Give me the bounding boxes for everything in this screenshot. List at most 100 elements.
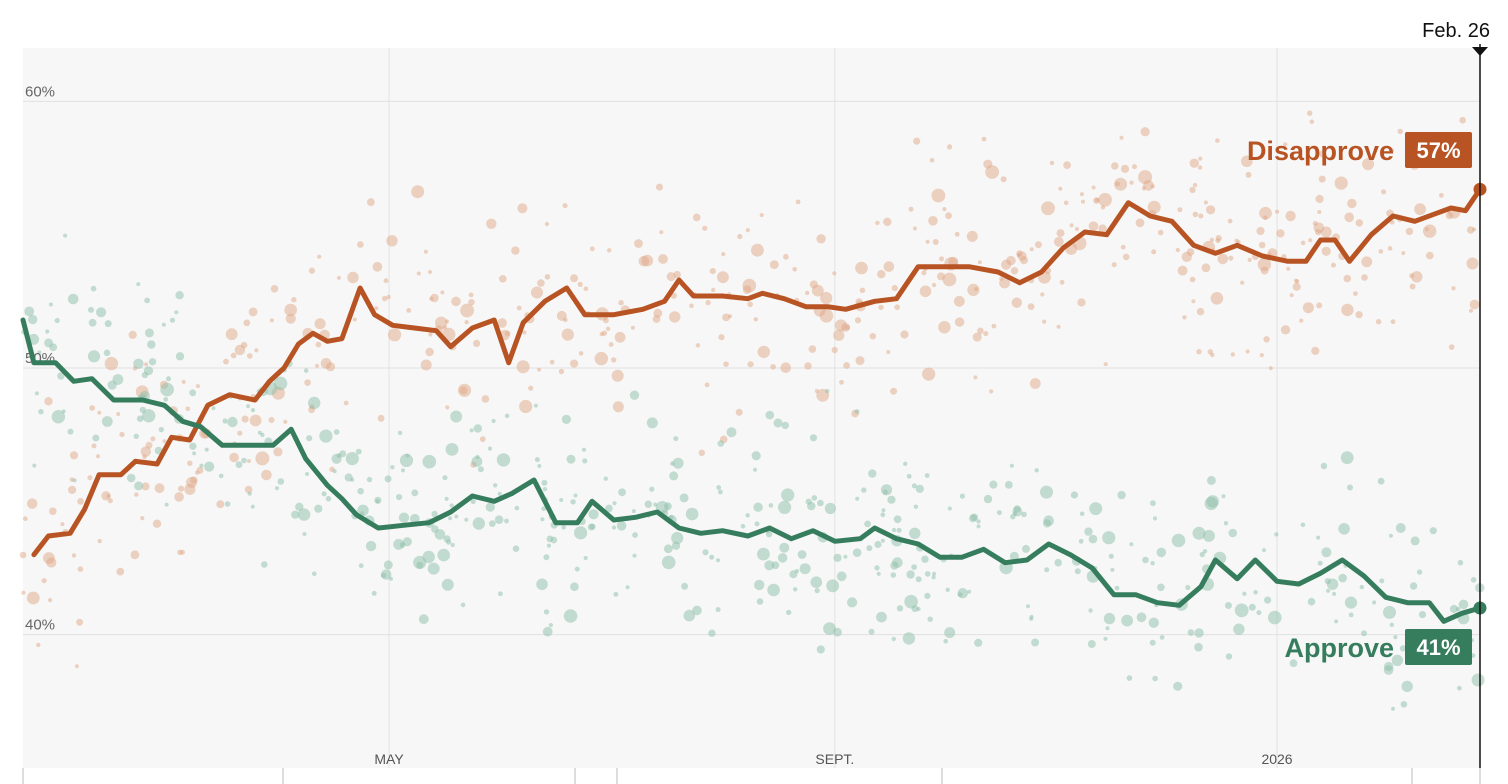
poll-dot (945, 587, 950, 592)
poll-dot (1150, 561, 1155, 566)
poll-dot (411, 489, 419, 497)
poll-dot (880, 538, 885, 543)
poll-dot (1021, 511, 1027, 518)
poll-dot (283, 419, 288, 424)
poll-dot (442, 475, 448, 481)
poll-dot (67, 428, 74, 435)
poll-dot (1256, 610, 1262, 616)
poll-dot (398, 512, 410, 523)
poll-dot (315, 363, 320, 368)
poll-dot (1340, 451, 1354, 465)
poll-dot (1115, 181, 1120, 187)
poll-dot (381, 295, 388, 302)
poll-dot (718, 489, 723, 495)
poll-dot (1221, 494, 1226, 499)
poll-dot (512, 545, 520, 552)
poll-dot (1056, 324, 1061, 329)
poll-dot (1410, 536, 1420, 546)
poll-dot (388, 328, 402, 342)
poll-dot (921, 270, 927, 276)
poll-dot (1156, 547, 1167, 558)
poll-dot (1079, 511, 1085, 517)
poll-dot (702, 549, 709, 556)
poll-dot (911, 605, 919, 613)
poll-dots (19, 110, 1485, 711)
poll-dot (224, 501, 231, 507)
poll-dot (1316, 535, 1321, 540)
poll-dot (1110, 567, 1115, 572)
poll-dot (319, 429, 333, 443)
poll-dot (816, 234, 826, 244)
poll-dot (140, 446, 151, 457)
poll-dot (339, 450, 347, 458)
poll-dot (1149, 639, 1156, 646)
poll-dot (661, 555, 676, 570)
poll-dot (877, 270, 886, 279)
poll-dot (894, 304, 900, 311)
poll-dot (556, 310, 567, 321)
poll-dot (397, 430, 403, 436)
poll-dot (973, 375, 978, 380)
poll-dot (1017, 251, 1027, 261)
poll-dot (811, 284, 824, 297)
poll-dot (931, 188, 946, 203)
poll-dot (764, 560, 775, 571)
poll-dot (754, 579, 765, 591)
poll-dot (967, 283, 980, 296)
poll-dot (174, 492, 184, 502)
poll-dot (558, 368, 565, 375)
poll-dot (420, 359, 432, 371)
poll-dot (1292, 282, 1301, 291)
poll-dot (1378, 249, 1384, 254)
series-label-disapprove: Disapprove (1247, 136, 1394, 166)
poll-dot (679, 493, 689, 503)
poll-dot (189, 442, 197, 450)
poll-dot (972, 332, 982, 342)
poll-dot (204, 447, 209, 452)
poll-dot (1343, 274, 1352, 283)
poll-dot (1150, 184, 1155, 189)
poll-dot (1242, 591, 1247, 596)
poll-dot (367, 198, 375, 207)
poll-dot (1331, 262, 1336, 268)
poll-dot (374, 306, 379, 311)
poll-dot (533, 403, 538, 408)
poll-dot (257, 430, 262, 435)
poll-dot (162, 439, 167, 444)
poll-dot (61, 409, 66, 414)
poll-dot (1257, 257, 1272, 272)
y-tick-label: 60% (25, 83, 55, 100)
poll-dot (589, 246, 595, 252)
poll-dot (781, 488, 795, 502)
poll-dot (314, 504, 323, 513)
poll-dot (1204, 496, 1218, 511)
poll-dot (874, 540, 882, 549)
poll-dot (74, 664, 79, 669)
poll-dot (72, 478, 77, 483)
poll-dot (454, 514, 459, 519)
poll-dot (158, 426, 164, 433)
poll-dot (805, 498, 812, 505)
poll-dot (999, 276, 1004, 281)
poll-dot (144, 297, 151, 304)
poll-dot (536, 578, 548, 591)
poll-dot (1223, 521, 1229, 526)
poll-dot (448, 516, 453, 521)
poll-dot (1469, 308, 1473, 313)
poll-dot (981, 136, 987, 142)
poll-dot (302, 532, 307, 536)
x-tick-label: 2026 (1261, 751, 1292, 767)
poll-dot (1177, 265, 1188, 276)
poll-dot (181, 379, 186, 384)
poll-dot (957, 592, 963, 598)
poll-dot (681, 582, 689, 590)
poll-dot (1111, 262, 1117, 268)
poll-dot (541, 479, 548, 486)
poll-dot (144, 328, 154, 338)
poll-dot (890, 561, 899, 570)
poll-dot (611, 357, 617, 363)
poll-dot (450, 410, 463, 423)
poll-dot (1129, 542, 1134, 547)
poll-dot (1315, 194, 1324, 204)
poll-dot (574, 526, 588, 540)
